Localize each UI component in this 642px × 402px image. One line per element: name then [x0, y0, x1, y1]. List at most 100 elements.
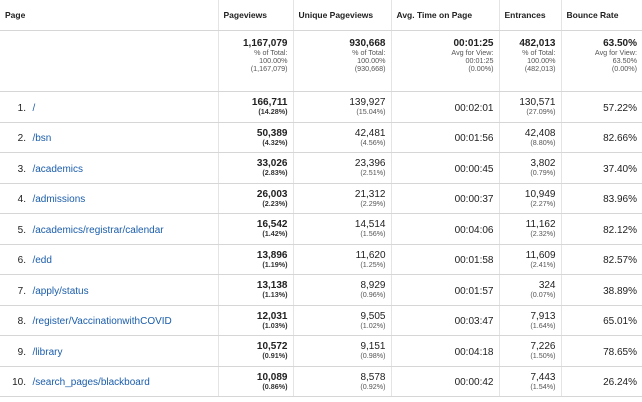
row-rank: 4. [17, 194, 26, 206]
unique-pageviews-cell: 139,927 (15.04%) [293, 91, 392, 123]
page-link[interactable]: /admissions [32, 194, 86, 206]
avg-time-cell: 00:04:06 [391, 213, 500, 245]
bounce-rate-value: 38.89% [603, 285, 637, 297]
unique-pageviews-value: 8,578 [360, 371, 386, 383]
entrances-cell: 7,443 (1.54%) [499, 366, 562, 397]
totals-label: % of Total: [352, 48, 386, 57]
pageviews-percent: (1.19%) [262, 259, 288, 269]
unique-pageviews-percent: (2.29%) [360, 198, 386, 208]
pageviews-value: 33,026 [256, 158, 288, 170]
page-cell: 1. / [0, 91, 219, 123]
page-link[interactable]: /apply/status [32, 285, 89, 297]
unique-pageviews-cell: 9,505 (1.02%) [293, 305, 392, 336]
unique-pageviews-cell: 23,396 (2.51%) [293, 152, 392, 184]
totals-label: Avg for View: [594, 48, 637, 57]
bounce-rate-cell: 38.89% [561, 274, 642, 306]
entrances-percent: (0.79%) [530, 168, 556, 178]
avg-time-value: 00:00:45 [454, 163, 494, 175]
table-row: 10. /search_pages/blackboard 10,089 (0.86%… [0, 366, 642, 397]
totals-label: % of Total: [254, 48, 288, 57]
bounce-rate-value: 57.22% [603, 102, 637, 114]
col-header-bounce-rate[interactable]: Bounce Rate [561, 0, 642, 31]
col-header-pageviews[interactable]: Pageviews [218, 0, 294, 31]
entrances-cell: 130,571 (27.09%) [499, 91, 562, 123]
col-header-unique-pageviews[interactable]: Unique Pageviews [293, 0, 392, 31]
bounce-rate-cell: 83.96% [561, 183, 642, 214]
page-link[interactable]: / [32, 102, 36, 114]
page-link[interactable]: /library [32, 346, 63, 358]
page-link[interactable]: /bsn [32, 133, 52, 145]
table-row: 4. /admissions 26,003 (2.23%) 21,312 (2.29%)… [0, 183, 642, 214]
totals-sub: (930,668) [354, 64, 386, 73]
unique-pageviews-percent: (0.92%) [360, 381, 386, 391]
unique-pageviews-value: 23,396 [354, 158, 386, 170]
pageviews-value: 16,542 [256, 219, 288, 231]
table-row: 7. /apply/status 13,138 (1.13%) 8,929 (0.96%… [0, 274, 642, 306]
pageviews-percent: (1.42%) [262, 229, 288, 239]
bounce-rate-value: 37.40% [603, 163, 637, 175]
bounce-rate-cell: 82.12% [561, 213, 642, 245]
pageviews-value: 166,711 [251, 97, 288, 109]
unique-pageviews-value: 21,312 [354, 188, 386, 200]
totals-bounce-rate: 63.50% Avg for View: 63.50% (0.00%) [561, 30, 642, 92]
pageviews-cell: 166,711 (14.28%) [218, 91, 294, 123]
unique-pageviews-value: 139,927 [349, 97, 386, 109]
header-row: Page Pageviews Unique Pageviews Avg. Tim… [0, 0, 642, 31]
col-header-page[interactable]: Page [0, 0, 219, 31]
unique-pageviews-value: 8,929 [360, 280, 386, 292]
page-link[interactable]: /register/VaccinationwithCOVID [32, 316, 172, 328]
totals-sub: (482,013) [524, 64, 556, 73]
pageviews-cell: 10,089 (0.86%) [218, 366, 294, 397]
avg-time-cell: 00:03:47 [391, 305, 500, 336]
entrances-percent: (8.80%) [530, 137, 556, 147]
bounce-rate-cell: 65.01% [561, 305, 642, 336]
avg-time-cell: 00:02:01 [391, 91, 500, 123]
totals-entrances: 482,013 % of Total: 100.00% (482,013) [499, 30, 562, 92]
unique-pageviews-value: 11,620 [355, 249, 386, 261]
avg-time-value: 00:03:47 [454, 316, 494, 328]
pageviews-value: 10,572 [256, 341, 288, 353]
pageviews-value: 50,389 [256, 127, 288, 139]
pageviews-percent: (0.86%) [262, 381, 288, 391]
page-link[interactable]: /academics/registrar/calendar [32, 224, 164, 236]
bounce-rate-cell: 26.24% [561, 366, 642, 397]
totals-value: 00:01:25 [453, 38, 494, 49]
page-cell: 6. /edd [0, 244, 219, 275]
unique-pageviews-percent: (1.56%) [360, 229, 386, 239]
avg-time-value: 00:01:58 [454, 255, 494, 267]
bounce-rate-value: 26.24% [603, 377, 637, 389]
unique-pageviews-value: 42,481 [354, 127, 386, 139]
unique-pageviews-percent: (0.98%) [360, 351, 386, 361]
totals-label: Avg for View: [451, 48, 494, 57]
pageviews-value: 13,138 [256, 280, 288, 292]
col-header-avg-time[interactable]: Avg. Time on Page [391, 0, 500, 31]
bounce-rate-cell: 82.66% [561, 122, 642, 153]
pageviews-percent: (2.83%) [262, 168, 288, 178]
page-link[interactable]: /academics [32, 163, 84, 175]
avg-time-cell: 00:01:57 [391, 274, 500, 306]
totals-avg-time: 00:01:25 Avg for View: 00:01:25 (0.00%) [391, 30, 500, 92]
pageviews-cell: 10,572 (0.91%) [218, 335, 294, 367]
col-header-entrances[interactable]: Entrances [499, 0, 562, 31]
page-link[interactable]: /edd [32, 255, 52, 267]
page-cell: 4. /admissions [0, 183, 219, 214]
totals-sub: 100.00% [357, 56, 386, 65]
page-link[interactable]: /search_pages/blackboard [32, 377, 150, 389]
bounce-rate-value: 82.66% [603, 133, 637, 145]
entrances-value: 3,802 [530, 158, 556, 170]
entrances-cell: 7,913 (1.64%) [499, 305, 562, 336]
bounce-rate-cell: 57.22% [561, 91, 642, 123]
entrances-percent: (2.41%) [530, 259, 556, 269]
totals-label: % of Total: [522, 48, 556, 57]
row-rank: 3. [17, 163, 26, 175]
unique-pageviews-percent: (1.25%) [360, 259, 386, 269]
unique-pageviews-percent: (2.51%) [360, 168, 386, 178]
entrances-value: 7,443 [530, 371, 556, 383]
page-cell: 2. /bsn [0, 122, 219, 153]
bounce-rate-cell: 37.40% [561, 152, 642, 184]
table-row: 9. /library 10,572 (0.91%) 9,151 (0.98%) 00:0… [0, 335, 642, 367]
row-rank: 5. [17, 224, 26, 236]
pageviews-percent: (4.32%) [262, 137, 288, 147]
avg-time-value: 00:01:57 [454, 285, 494, 297]
